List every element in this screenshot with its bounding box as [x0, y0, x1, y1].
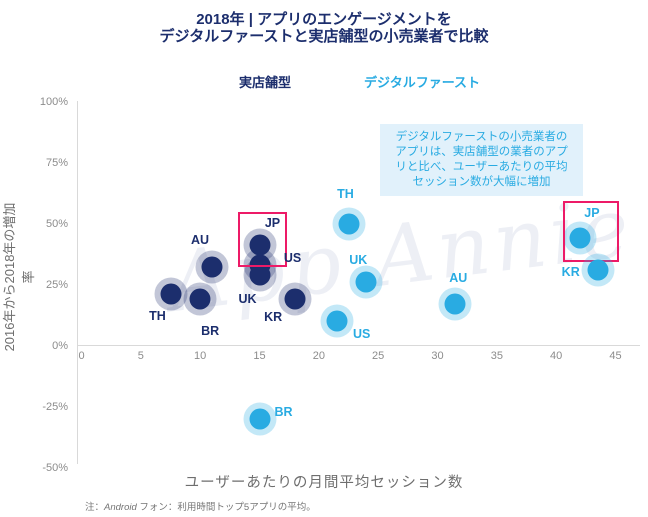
y-tick-25: 25% — [45, 278, 68, 291]
x-tick-20: 20 — [312, 350, 325, 362]
scatter-point-brick-and-mortar-br[interactable] — [189, 288, 211, 310]
legend-brick-and-mortar[interactable]: 実店舗型 — [238, 75, 292, 90]
x-tick-40: 40 — [550, 350, 563, 362]
x-axis-line — [77, 345, 640, 346]
y-tick-50: 50% — [45, 217, 68, 230]
chart-title-line2: デジタルファーストと実店舗型の小売業者で比較 — [159, 28, 489, 45]
x-tick-15: 15 — [253, 350, 266, 362]
point-label-brick-and-mortar-jp: JP — [264, 216, 281, 231]
chart-title: 2018年 | アプリのエンゲージメントを デジタルファーストと実店舗型の小売業… — [0, 11, 648, 45]
footnote-rest: フォン：利用時間トップ5アプリの平均。 — [136, 502, 316, 513]
footnote-prefix: 注： — [85, 502, 105, 513]
point-label-digital-first-au: AU — [449, 271, 468, 286]
scatter-point-digital-first-uk[interactable] — [355, 271, 377, 293]
x-tick-25: 25 — [372, 350, 385, 362]
x-axis-title: ユーザーあたりの月間平均セッション数 — [184, 475, 464, 491]
point-label-digital-first-kr: KR — [561, 264, 580, 279]
scatter-point-digital-first-kr[interactable] — [587, 259, 609, 281]
chart-title-line1: 2018年 | アプリのエンゲージメントを — [196, 11, 452, 28]
scatter-point-brick-and-mortar-uk[interactable] — [249, 264, 270, 286]
point-label-brick-and-mortar-th: TH — [149, 309, 166, 324]
point-label-digital-first-uk: UK — [349, 253, 368, 268]
point-label-brick-and-mortar-kr: KR — [264, 310, 283, 325]
scatter-point-digital-first-br[interactable] — [249, 408, 270, 430]
scatter-point-brick-and-mortar-au[interactable] — [201, 256, 223, 278]
y-tick-75: 75% — [45, 156, 68, 169]
highlight-box-brick-and-mortar-jp — [238, 211, 287, 267]
scatter-point-digital-first-us[interactable] — [326, 310, 348, 332]
x-tick-0: 0 — [78, 350, 85, 362]
y-tick--25: -25% — [42, 400, 68, 413]
legend-digital-first[interactable]: デジタルファースト — [363, 75, 481, 90]
scatter-point-brick-and-mortar-jp[interactable] — [249, 234, 270, 256]
scatter-point-brick-and-mortar-kr[interactable] — [284, 288, 306, 310]
point-label-brick-and-mortar-au: AU — [191, 233, 210, 248]
scatter-point-digital-first-jp[interactable] — [569, 227, 591, 249]
y-axis-line — [77, 101, 78, 464]
point-label-brick-and-mortar-us: US — [283, 250, 302, 265]
point-label-digital-first-us: US — [352, 327, 371, 342]
x-tick-30: 30 — [431, 350, 444, 362]
scatter-point-digital-first-th[interactable] — [338, 213, 359, 234]
footnote-brand: Android — [104, 502, 137, 513]
point-label-digital-first-br: BR — [274, 404, 293, 419]
x-tick-35: 35 — [490, 350, 503, 362]
point-label-brick-and-mortar-uk: UK — [238, 291, 257, 306]
point-label-digital-first-th: TH — [337, 186, 354, 201]
point-label-brick-and-mortar-br: BR — [201, 324, 220, 339]
scatter-point-brick-and-mortar-th[interactable] — [160, 283, 181, 305]
x-tick-45: 45 — [609, 350, 622, 362]
x-tick-10: 10 — [194, 350, 207, 362]
scatter-point-digital-first-au[interactable] — [444, 293, 466, 315]
footnote: 注：Android フォン：利用時間トップ5アプリの平均。 — [85, 499, 316, 513]
annotation-callout: デジタルファーストの小売業者の アプリは、実店舗型の業者のアプ リと比べ、ユーザ… — [380, 124, 583, 196]
y-tick-0: 0% — [52, 339, 68, 352]
y-tick-100: 100% — [39, 95, 68, 108]
x-tick-5: 5 — [137, 350, 144, 362]
point-label-digital-first-jp: JP — [584, 206, 600, 221]
y-tick--50: -50% — [42, 461, 68, 474]
